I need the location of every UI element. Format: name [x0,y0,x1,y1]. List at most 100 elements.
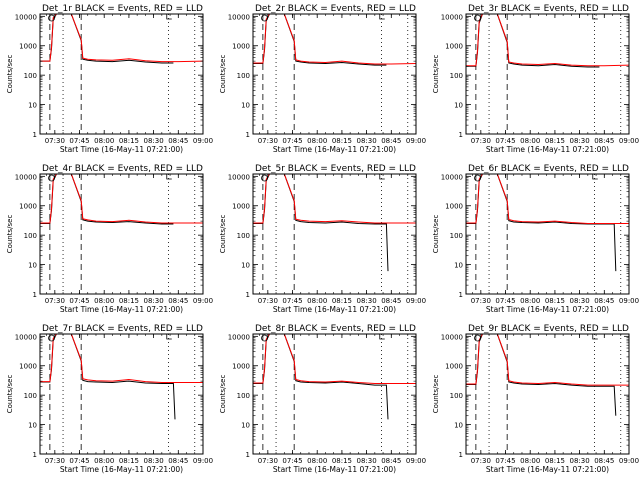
detector-chart: Det_8r BLACK = Events, RED = LLD 1 10 100 10… [219,324,426,474]
y-tick-label: 10000 [15,333,37,341]
x-axis-label: Start Time (16-May-11 07:21:00) [273,145,396,154]
lld-series-line [253,14,416,65]
y-tick-label: 10000 [228,13,250,21]
y-tick-label: 1000 [19,43,37,51]
x-tick-label: 09:00 [193,137,213,145]
plot-frame [465,333,630,455]
x-tick-label: 07:45 [282,297,302,305]
x-tick-label: 08:15 [545,297,565,305]
x-axis-label: Start Time (16-May-11 07:21:00) [60,465,183,474]
x-tick-label: 08:30 [357,137,377,145]
detector-chart: Det_1r BLACK = Events, RED = LLD 1 10 100 10… [6,4,213,154]
lld-series-line [466,14,629,67]
detector-chart: Det_3r BLACK = Events, RED = LLD 1 10 100 10… [432,4,639,154]
x-tick-label: 08:00 [520,297,540,305]
y-tick-label: 1000 [445,43,463,51]
marker-bracket [166,14,172,20]
lld-series-line [253,174,416,224]
y-tick-label: 10 [454,102,463,110]
x-tick-label: 07:45 [282,137,302,145]
x-axis-label: Start Time (16-May-11 07:21:00) [486,145,609,154]
x-tick-label: 07:30 [258,297,278,305]
x-tick-label: 07:45 [69,137,89,145]
y-tick-label: 1000 [232,43,250,51]
plot-frame [465,13,630,135]
marker-bracket [592,174,598,180]
x-tick-label: 08:15 [332,137,352,145]
x-tick-label: 08:30 [144,297,164,305]
y-tick-label: 1000 [232,363,250,371]
x-tick-label: 07:45 [495,297,515,305]
y-tick-label: 100 [24,72,37,80]
plot-frame [465,173,630,295]
x-tick-label: 08:45 [381,457,401,465]
x-tick-label: 08:15 [119,137,139,145]
y-axis-label: Counts/sec [6,215,14,254]
y-tick-label: 10000 [228,173,250,181]
detector-chart: Det_9r BLACK = Events, RED = LLD 1 10 100 10… [432,324,639,474]
y-tick-label: 10000 [228,333,250,341]
chart-title: Det_3r BLACK = Events, RED = LLD [468,4,629,14]
y-tick-label: 1 [33,451,37,459]
y-tick-label: 1 [459,131,463,139]
x-tick-label: 08:00 [94,457,114,465]
x-tick-label: 07:45 [69,457,89,465]
x-tick-label: 09:00 [406,297,426,305]
marker-bracket [592,334,598,340]
y-tick-label: 100 [24,392,37,400]
events-series-line [466,334,617,416]
x-tick-label: 07:30 [45,137,65,145]
x-tick-label: 08:30 [357,457,377,465]
y-axis-label: Counts/sec [432,55,440,94]
x-tick-label: 09:00 [406,457,426,465]
x-tick-label: 07:30 [471,457,491,465]
y-axis-label: Counts/sec [219,375,227,414]
y-tick-label: 1 [459,291,463,299]
x-tick-label: 08:45 [381,137,401,145]
y-tick-label: 10 [28,422,37,430]
detector-panel: Det_4r BLACK = Events, RED = LLD 1 10 100 10… [0,160,213,320]
y-tick-label: 1 [33,131,37,139]
x-tick-label: 07:45 [282,457,302,465]
y-tick-label: 1 [33,291,37,299]
y-tick-label: 100 [450,72,463,80]
marker-circle [474,334,481,342]
y-tick-label: 100 [237,392,250,400]
events-series-line [466,174,617,272]
detector-panel: Det_3r BLACK = Events, RED = LLD 1 10 100 10… [426,0,639,160]
x-axis-label: Start Time (16-May-11 07:21:00) [273,465,396,474]
y-tick-label: 1000 [232,203,250,211]
plot-frame [39,173,204,295]
detector-chart: Det_5r BLACK = Events, RED = LLD 1 10 100 10… [219,164,426,314]
chart-title: Det_5r BLACK = Events, RED = LLD [255,164,416,174]
y-tick-label: 1 [246,131,250,139]
detector-panel: Det_1r BLACK = Events, RED = LLD 1 10 100 10… [0,0,213,160]
x-tick-label: 07:45 [495,457,515,465]
y-tick-label: 10 [241,422,250,430]
x-tick-label: 08:45 [594,297,614,305]
x-tick-label: 08:45 [594,457,614,465]
events-series-line [40,334,176,420]
y-tick-label: 10 [241,102,250,110]
y-axis-label: Counts/sec [219,55,227,94]
y-tick-label: 1000 [19,363,37,371]
x-tick-label: 08:45 [594,137,614,145]
x-axis-label: Start Time (16-May-11 07:21:00) [60,305,183,314]
chart-title: Det_9r BLACK = Events, RED = LLD [468,324,629,334]
marker-bracket [379,334,385,340]
x-axis-label: Start Time (16-May-11 07:21:00) [486,465,609,474]
detector-panel: Det_9r BLACK = Events, RED = LLD 1 10 100 10… [426,320,639,480]
x-tick-label: 08:30 [570,457,590,465]
x-tick-label: 07:30 [471,297,491,305]
x-tick-label: 08:45 [168,297,188,305]
y-tick-label: 10 [454,262,463,270]
events-series-line [40,174,174,225]
x-tick-label: 08:00 [520,137,540,145]
x-tick-label: 08:15 [119,457,139,465]
x-tick-label: 09:00 [619,137,639,145]
detector-panel: Det_7r BLACK = Events, RED = LLD 1 10 100 10… [0,320,213,480]
x-tick-label: 08:45 [381,297,401,305]
x-tick-label: 08:00 [307,137,327,145]
detector-chart: Det_6r BLACK = Events, RED = LLD 1 10 100 10… [432,164,639,314]
